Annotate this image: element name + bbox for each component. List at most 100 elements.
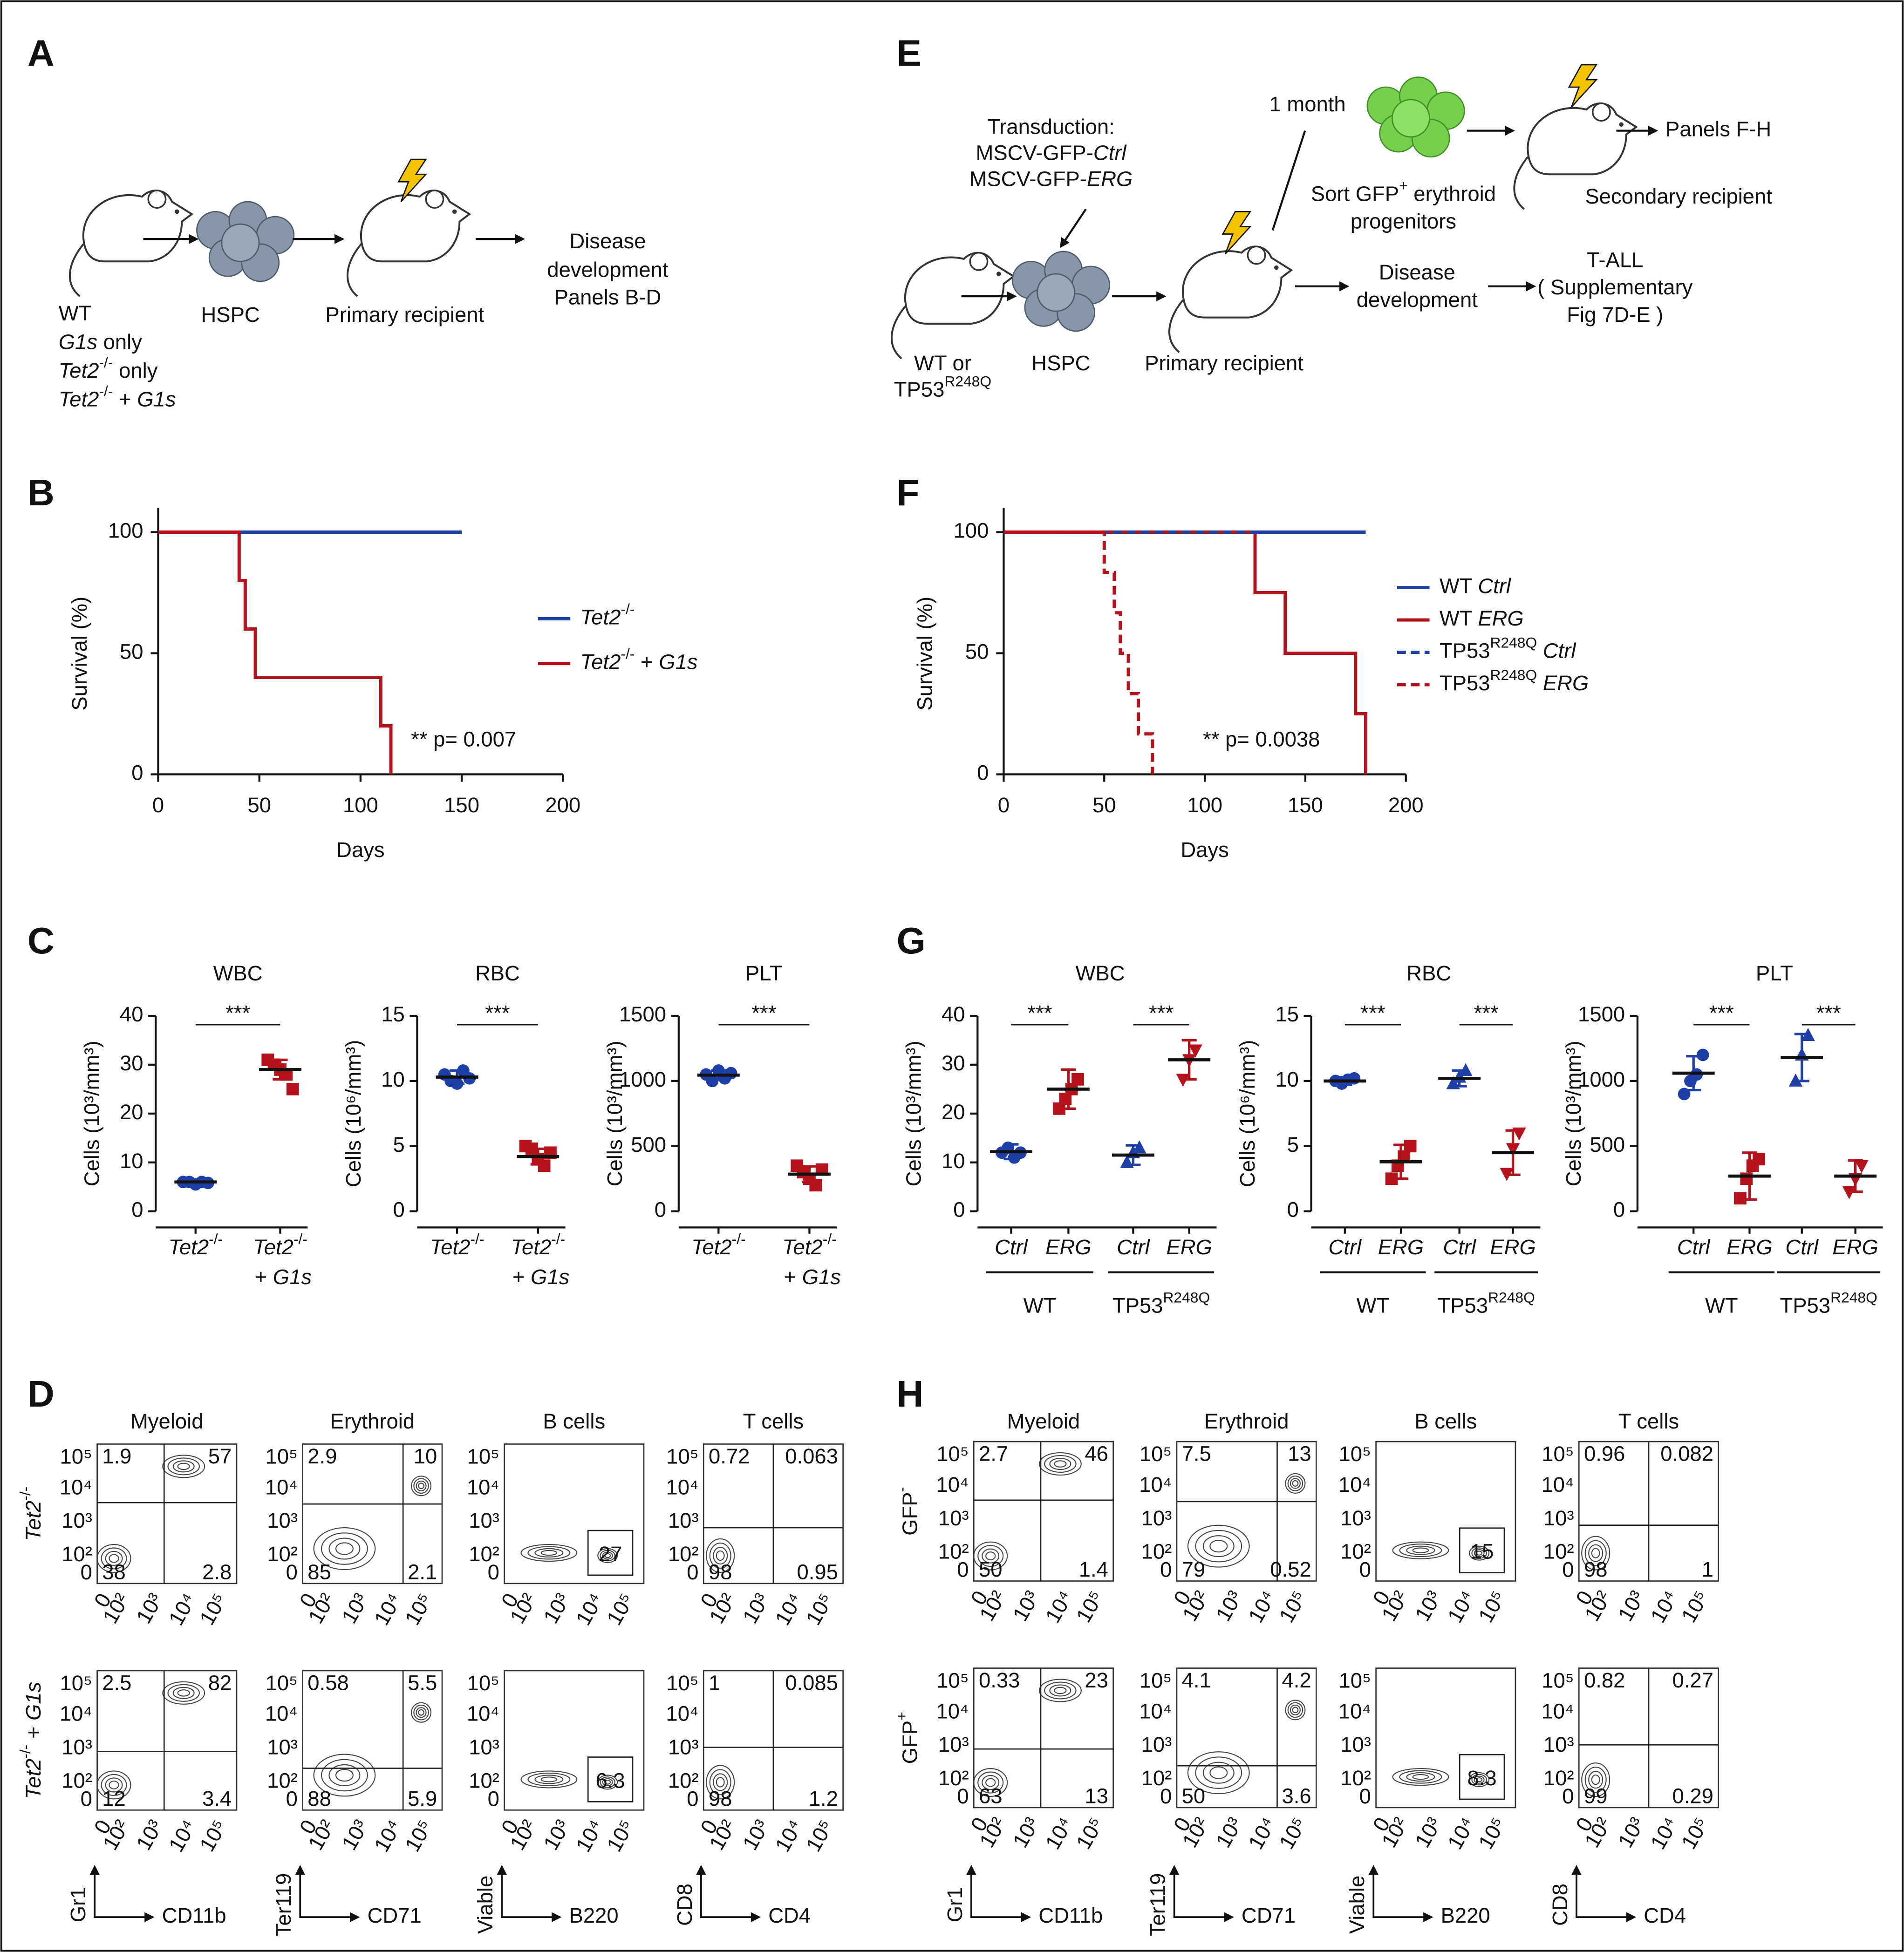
x-tick-label: 10⁵ — [1474, 1813, 1510, 1853]
contour — [1406, 1545, 1435, 1555]
y-axis-label: Cells (10³/mm³) — [603, 1041, 627, 1186]
contour — [985, 1551, 996, 1561]
y-tick-label: 10 — [942, 1149, 965, 1173]
quadrant-value: 4.2 — [1282, 1668, 1311, 1692]
y-tick-label: 10⁴ — [1338, 1473, 1371, 1496]
y-axis-label: Viable — [473, 1876, 497, 1934]
contour — [321, 1759, 368, 1792]
axis-arrow — [1576, 1870, 1631, 1918]
contour — [1209, 1540, 1228, 1553]
legend-label: WT Ctrl — [1440, 574, 1512, 598]
significance-label: *** — [1027, 1001, 1052, 1025]
contour — [709, 1542, 731, 1569]
quadrant-value: 2.8 — [202, 1560, 232, 1584]
x-axis-label: B220 — [1441, 1904, 1490, 1927]
diagram-text: MSCV-GFP-Ctrl — [976, 141, 1127, 164]
x-tick-label: 10⁵ — [400, 1589, 437, 1629]
quadrant-value: 0.27 — [1672, 1668, 1713, 1692]
y-tick-label: 0 — [488, 1787, 499, 1810]
x-tick-label: Ctrl — [1785, 1235, 1819, 1259]
arrow-head — [1571, 1864, 1582, 1875]
contour — [1292, 1480, 1299, 1487]
gate-box — [1459, 1527, 1505, 1573]
quadrant-value: 98 — [1584, 1558, 1608, 1581]
y-tick-label: 15 — [1275, 1002, 1299, 1026]
contour — [602, 1551, 613, 1560]
quadrant-value: 50 — [979, 1558, 1003, 1581]
contour — [1209, 1766, 1228, 1779]
contour — [105, 1777, 123, 1793]
x-tick-label: 10³ — [337, 1816, 373, 1854]
column-title: B cells — [1414, 1409, 1477, 1433]
y-tick-label: 10⁵ — [60, 1444, 92, 1468]
y-axis-label: Viable — [1345, 1876, 1369, 1934]
contour — [520, 1544, 578, 1562]
y-tick-label: 10³ — [668, 1735, 699, 1759]
quadrant-value: 0.96 — [1584, 1442, 1625, 1466]
y-tick-label: 0 — [953, 1198, 965, 1222]
group-label: WT — [1357, 1293, 1390, 1317]
quadrant-value: 1 — [1702, 1558, 1713, 1581]
y-axis-label: Gr1 — [943, 1887, 967, 1923]
y-tick-label: 10³ — [1340, 1733, 1371, 1756]
y-tick-label: 10⁵ — [936, 1669, 969, 1693]
x-tick-label: ERG — [1166, 1235, 1212, 1259]
contour — [1044, 1455, 1077, 1473]
contour — [1474, 1775, 1485, 1784]
y-tick-label: 10⁵ — [1542, 1442, 1574, 1466]
quadrant-value: 1 — [709, 1671, 720, 1694]
legend-label: Tet2-/- + G1s — [580, 646, 698, 674]
contour — [1285, 1473, 1306, 1494]
x-tick-label: 150 — [1288, 793, 1323, 817]
contour — [1584, 1767, 1607, 1793]
y-axis-label: Ter119 — [272, 1873, 295, 1937]
y-tick-label: 1500 — [1578, 1002, 1625, 1026]
diagram-text: Panels F-H — [1665, 117, 1771, 141]
x-tick-label: 10⁴ — [771, 1589, 807, 1629]
x-axis-label: Days — [336, 838, 385, 862]
arrow-head — [1224, 1912, 1234, 1922]
arrow — [1060, 208, 1087, 248]
diagram-text: HSPC — [1031, 351, 1090, 375]
y-tick-label: 10⁴ — [60, 1702, 92, 1726]
quadrant-value: 1.2 — [809, 1787, 838, 1810]
data-point — [1188, 1044, 1202, 1058]
quadrant-value: 13 — [1085, 1784, 1108, 1808]
column-title: Erythroid — [330, 1409, 415, 1433]
y-tick-label: 10³ — [267, 1735, 298, 1759]
group-label: TP53R248Q — [1780, 1289, 1877, 1318]
contour — [982, 1775, 1000, 1790]
y-tick-label: 0 — [1562, 1558, 1574, 1582]
chart-title: RBC — [475, 961, 520, 985]
contour — [604, 1780, 611, 1785]
chart-title: RBC — [1406, 961, 1451, 985]
y-tick-label: 10² — [61, 1542, 92, 1566]
quadrant-value: 85 — [307, 1560, 331, 1584]
quadrant-value: 0.29 — [1672, 1784, 1713, 1808]
data-point — [706, 1075, 719, 1088]
y-axis-label: Survival (%) — [68, 597, 91, 711]
significance-label: *** — [1816, 1001, 1841, 1025]
significance-label: *** — [1709, 1001, 1734, 1025]
plot-frame — [1176, 1441, 1317, 1582]
y-tick-label: 10² — [1543, 1540, 1574, 1564]
y-tick-label: 0 — [687, 1787, 698, 1810]
y-tick-label: 0 — [81, 1560, 92, 1584]
panel-label: G — [897, 919, 926, 961]
survival-line — [1003, 531, 1367, 775]
quadrant-value: 99 — [1584, 1784, 1608, 1808]
quadrant-value: 3.6 — [1282, 1784, 1311, 1808]
x-tick-label: 10⁴ — [164, 1816, 201, 1856]
contour — [328, 1537, 361, 1560]
quadrant-value: 0.063 — [785, 1444, 838, 1468]
contour — [1584, 1540, 1607, 1566]
y-axis-label: Ter119 — [1146, 1873, 1170, 1937]
x-tick-label: 10³ — [1211, 1587, 1247, 1625]
plot-frame — [1375, 1667, 1516, 1809]
contour — [520, 1770, 578, 1789]
x-tick-label: 10³ — [539, 1816, 574, 1854]
quadrant-value: 0.58 — [307, 1671, 348, 1694]
y-tick-label: 10⁵ — [1140, 1442, 1172, 1466]
y-tick-label: 10⁴ — [666, 1475, 699, 1499]
